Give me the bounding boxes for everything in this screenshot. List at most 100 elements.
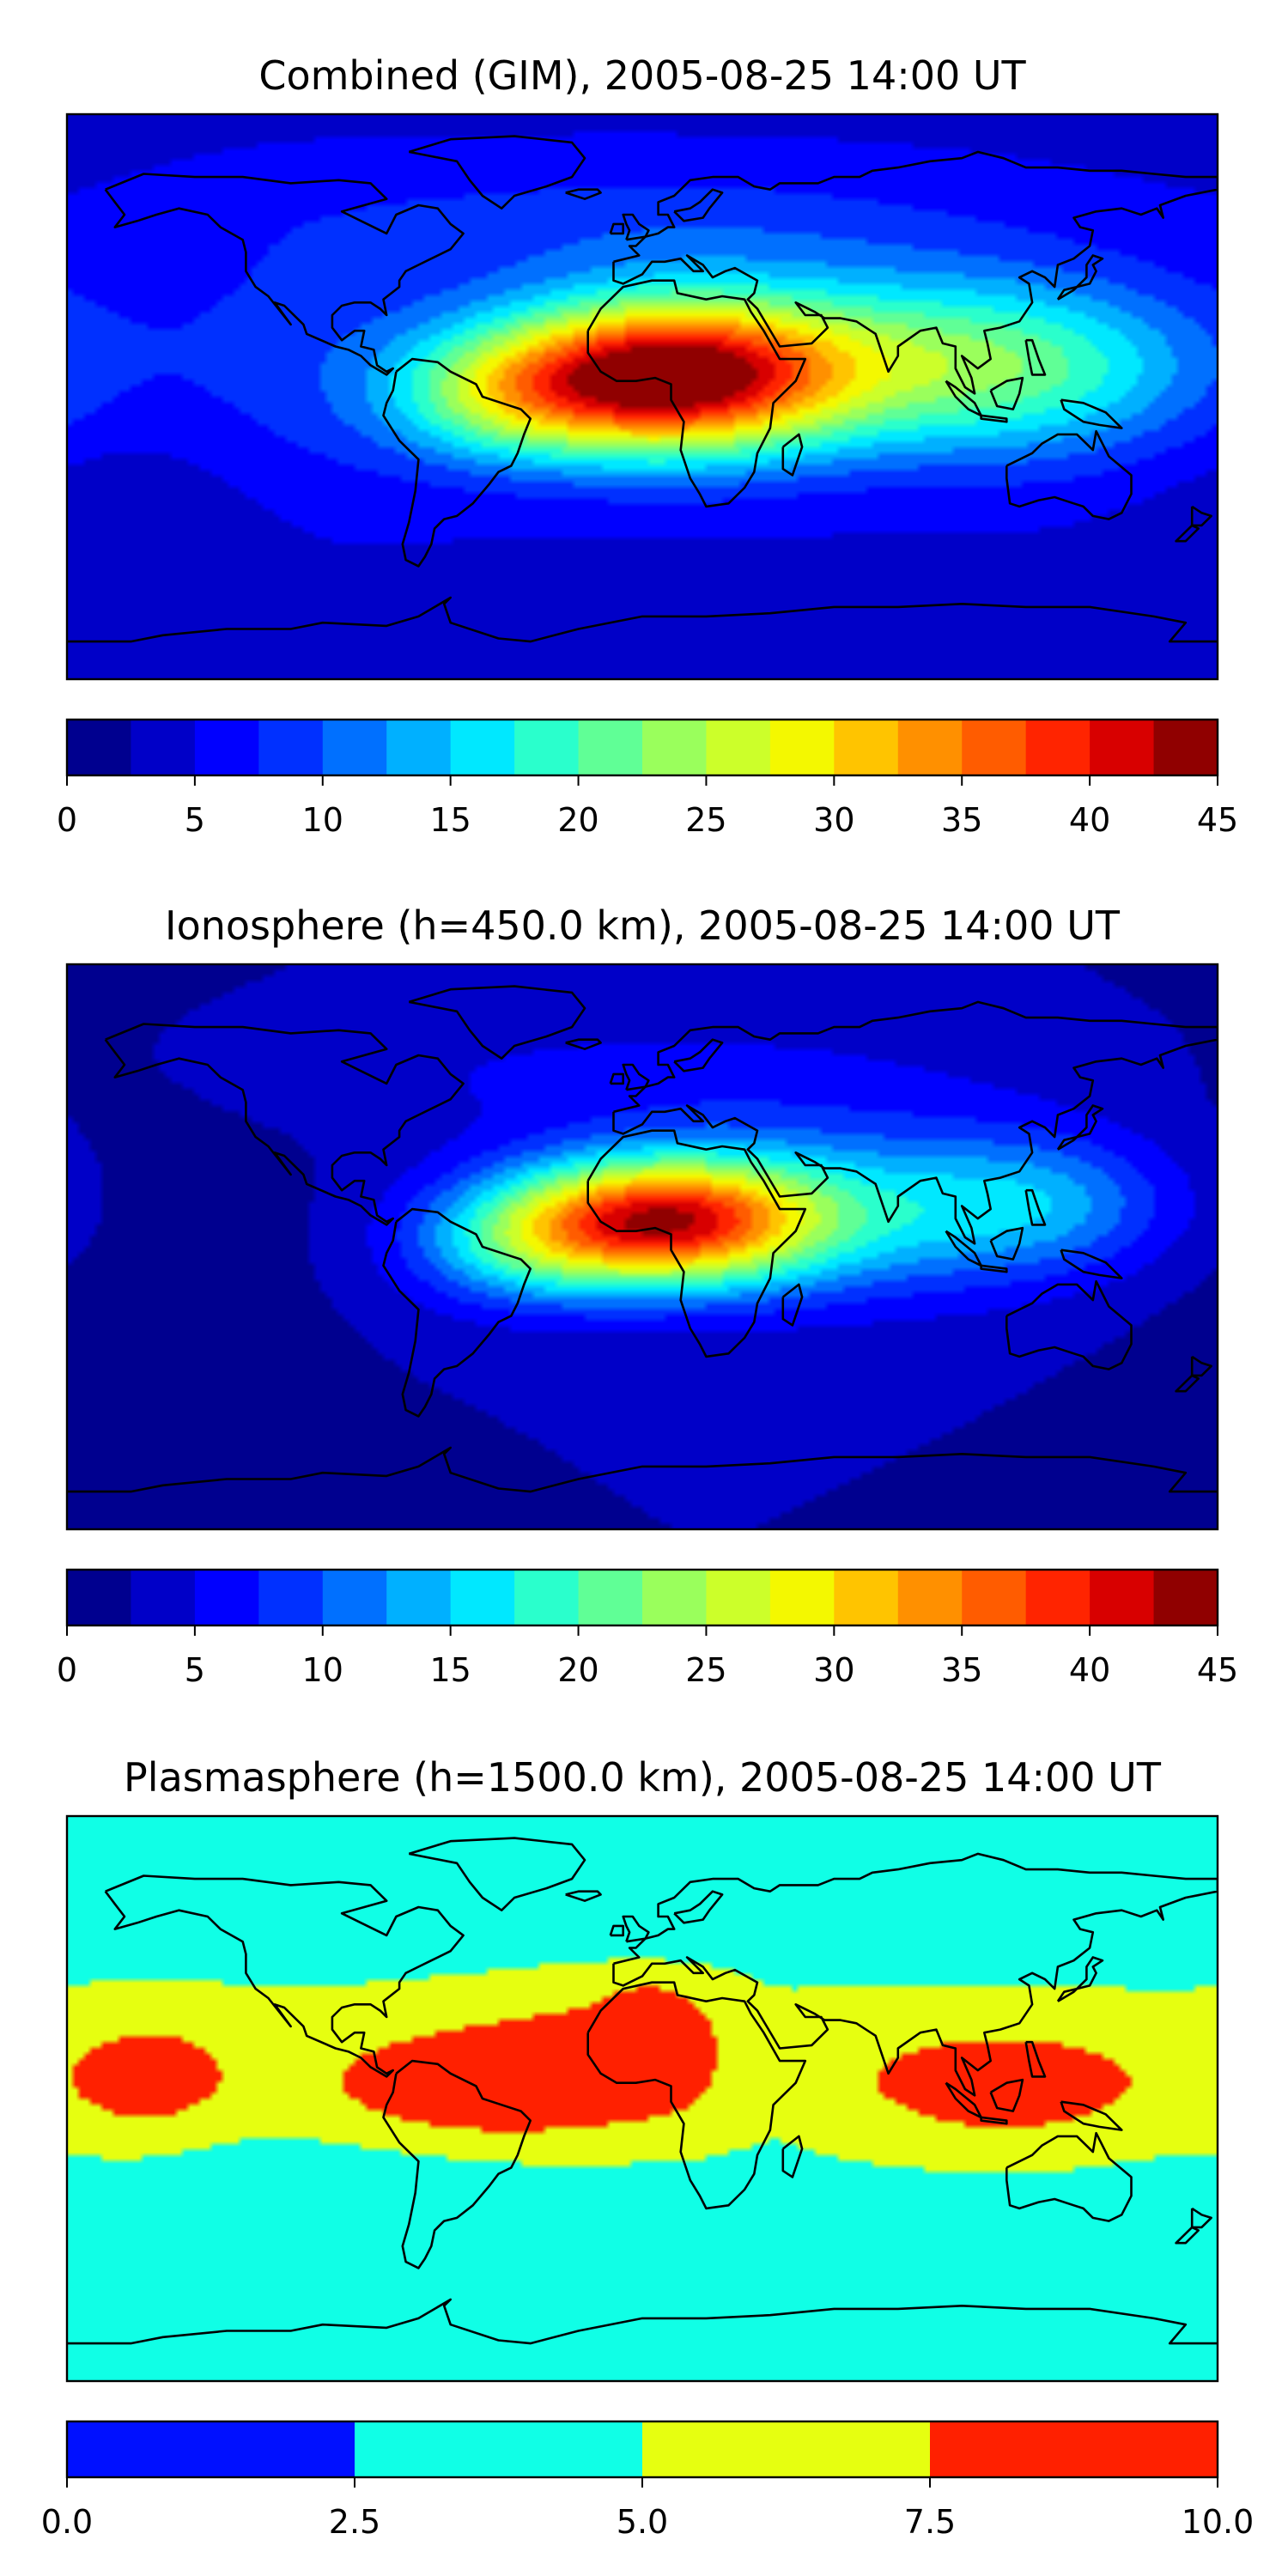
- panel-title: Ionosphere (h=450.0 km), 2005-08-25 14:0…: [165, 902, 1121, 949]
- colorbar-tick-label: 35: [941, 801, 982, 839]
- panel-2: Ionosphere (h=450.0 km), 2005-08-25 14:0…: [57, 902, 1238, 1689]
- coastlines: [67, 1837, 1218, 2345]
- colorbar-segment: [834, 720, 899, 775]
- coastline-7: [622, 1063, 650, 1091]
- colorbar-tick-label: 30: [813, 801, 854, 839]
- colorbar-segment: [450, 720, 515, 775]
- colorbar-tick-label: 0: [57, 801, 77, 839]
- colorbar-segment: [642, 2421, 931, 2477]
- coastline-4: [781, 1283, 804, 1327]
- colorbar-segment: [514, 1570, 580, 1625]
- colorbar-segment: [834, 1570, 899, 1625]
- colorbar-tick-label: 25: [685, 801, 726, 839]
- colorbar-segment: [386, 720, 452, 775]
- colorbar-segment: [706, 1570, 771, 1625]
- colorbar-segment: [1153, 1570, 1218, 1625]
- coastline-14: [1060, 2100, 1123, 2131]
- colorbar-tick-label: 5: [185, 801, 205, 839]
- coastline-15: [1024, 1188, 1047, 1226]
- coastline-9: [565, 1890, 602, 1902]
- coastline-0: [104, 1023, 465, 1226]
- panel-title: Plasmasphere (h=1500.0 km), 2005-08-25 1…: [124, 1754, 1162, 1801]
- colorbar-tick-label: 5.0: [617, 2503, 668, 2541]
- coastline-17: [1190, 2207, 1212, 2229]
- coastline-0: [104, 173, 465, 376]
- coastline-4: [781, 2135, 804, 2178]
- colorbar-segment: [930, 2421, 1218, 2477]
- colorbar-segment: [355, 2421, 643, 2477]
- colorbar: 0.0 2.5 5.0 7.5 10.0: [41, 2420, 1255, 2541]
- colorbar-segment: [258, 720, 324, 775]
- coastline-5: [612, 1000, 1218, 1245]
- colorbar-segment: [131, 1570, 196, 1625]
- coastline-3: [586, 1981, 807, 2210]
- colorbar-tick-label: 20: [557, 1651, 598, 1689]
- colorbar-tick-label: 0: [57, 1651, 77, 1689]
- colorbar-frame: [65, 1568, 1219, 1627]
- coastline-14: [1060, 398, 1123, 429]
- colorbar-tick-label: 15: [429, 1651, 471, 1689]
- coastline-7: [622, 213, 650, 241]
- colorbar: 0 5 10 15 20 25 30 35 40 45: [57, 1568, 1238, 1689]
- colorbar-tick-label: 35: [941, 1651, 982, 1689]
- colorbar-tick-label: 10.0: [1182, 2503, 1255, 2541]
- coastline-6: [673, 1038, 724, 1072]
- coastline-6: [673, 188, 724, 222]
- colorbar-tick-label: 10: [302, 1651, 343, 1689]
- colorbar-tick-label: 7.5: [904, 2503, 956, 2541]
- field-contours: [67, 114, 1218, 679]
- coastline-16: [1005, 429, 1133, 520]
- coastline-10: [1056, 1104, 1104, 1151]
- colorbar-tick-label: 30: [813, 1651, 854, 1689]
- colorbar-segment: [322, 1570, 387, 1625]
- colorbar-tick-label: 2.5: [329, 2503, 380, 2541]
- coastline-8: [609, 222, 624, 235]
- coastline-17: [1190, 1355, 1212, 1377]
- colorbar-segment: [1090, 720, 1155, 775]
- coastline-16: [1005, 2131, 1133, 2222]
- coastline-9: [565, 188, 602, 200]
- colorbar-segment: [258, 1570, 324, 1625]
- colorbar-tick-label: 20: [557, 801, 598, 839]
- coastlines: [67, 985, 1218, 1493]
- map-frame: [65, 112, 1219, 681]
- coastline-1: [408, 135, 586, 210]
- colorbar-segment: [514, 720, 580, 775]
- panel-1: Combined (GIM), 2005-08-25 14:00 UT 0 5 10 1…: [57, 52, 1238, 839]
- coastline-13: [980, 1264, 1008, 1273]
- coastline-11: [989, 376, 1024, 410]
- colorbar-segment: [1025, 720, 1091, 775]
- coastline-2: [382, 357, 532, 568]
- colorbar-segment: [769, 720, 835, 775]
- coastline-14: [1060, 1249, 1123, 1279]
- colorbar-segment: [897, 720, 963, 775]
- coastline-11: [989, 2078, 1024, 2112]
- colorbar-segment: [578, 1570, 643, 1625]
- colorbar-tick-label: 0.0: [41, 2503, 93, 2541]
- colorbar-tick-label: 45: [1197, 1651, 1238, 1689]
- colorbar-frame: [65, 718, 1219, 777]
- coastline-16: [1005, 1279, 1133, 1370]
- colorbar-segment: [642, 1570, 708, 1625]
- colorbar-tick-label: 10: [302, 801, 343, 839]
- colorbar-segment: [67, 2421, 355, 2477]
- colorbar-tick-label: 45: [1197, 801, 1238, 839]
- colorbar-segment: [194, 1570, 259, 1625]
- colorbar-segment: [897, 1570, 963, 1625]
- colorbar-segment: [386, 1570, 452, 1625]
- coastline-9: [565, 1038, 602, 1050]
- colorbar-segment: [194, 720, 259, 775]
- coastline-3: [586, 279, 807, 508]
- colorbar-segment: [67, 720, 132, 775]
- coastline-6: [673, 1890, 724, 1924]
- colorbar-tick-label: 15: [429, 801, 471, 839]
- coastline-19: [67, 596, 1218, 643]
- colorbar-segment: [1090, 1570, 1155, 1625]
- colorbar-segment: [642, 720, 708, 775]
- coastline-5: [612, 150, 1218, 395]
- coastline-5: [612, 1852, 1218, 2097]
- colorbar-segment: [769, 1570, 835, 1625]
- colorbar-segment: [1025, 1570, 1091, 1625]
- colorbar-segment: [450, 1570, 515, 1625]
- colorbar-tick-label: 40: [1069, 1651, 1110, 1689]
